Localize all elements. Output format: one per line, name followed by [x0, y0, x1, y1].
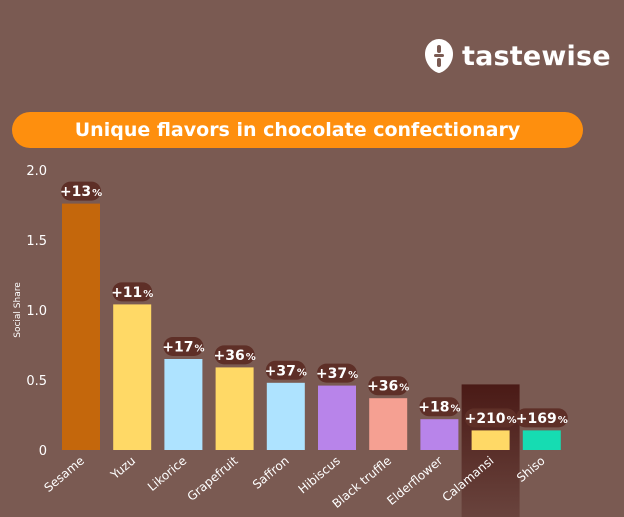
bar-black-truffle — [369, 398, 408, 450]
growth-badge-pill — [317, 363, 357, 383]
x-category-label: Yuzu — [107, 454, 138, 483]
x-category-label: Grapefruit — [185, 453, 241, 503]
growth-badge-pill — [163, 337, 204, 356]
growth-badge-label: +36% — [213, 348, 255, 364]
growth-badge-pill — [214, 345, 255, 365]
bars — [62, 203, 561, 450]
bar-sesame — [62, 203, 100, 450]
growth-badge: +169% — [515, 408, 568, 428]
bar-calamansi — [471, 430, 510, 450]
chart-title-banner: Unique flavors in chocolate confectionar… — [12, 112, 583, 148]
x-category-label: Elderflower — [384, 454, 445, 508]
y-tick-label: 1.0 — [26, 304, 47, 319]
growth-badge: +37% — [265, 360, 307, 380]
growth-badge: +37% — [316, 363, 358, 383]
bar-saffron — [266, 382, 305, 450]
bar-shiso — [522, 430, 561, 450]
y-tick-label: 0 — [39, 444, 47, 459]
bar-hibiscus — [318, 385, 356, 450]
growth-badge-label: +18% — [418, 400, 460, 416]
growth-badge-pill — [515, 408, 568, 428]
growth-badge-label: +17% — [162, 340, 204, 356]
bar-grapefruit — [215, 367, 254, 450]
growth-badge-label: +210% — [465, 411, 517, 427]
y-tick-label: 1.5 — [26, 234, 47, 249]
tastewise-logo-icon — [425, 39, 453, 73]
growth-badge-label: +37% — [265, 363, 307, 379]
growth-badge-pill — [265, 360, 306, 380]
highlight-layer — [461, 384, 520, 517]
growth-badge-label: +36% — [367, 379, 409, 395]
highlight-band — [461, 384, 520, 517]
brand-logo: tastewise — [424, 36, 611, 76]
brand-name: tastewise — [462, 40, 611, 72]
growth-badge-pill — [61, 181, 101, 201]
growth-badge: +17% — [162, 337, 205, 356]
x-category-label: Likorice — [145, 454, 189, 494]
growth-badge-pill — [464, 408, 517, 428]
y-tick-label: 0.5 — [26, 374, 47, 389]
x-category-label: Saffron — [250, 454, 292, 492]
growth-badges: +13% +11% +17% +36% +37% +37% +36% +18% +210% +16… — [60, 181, 568, 428]
x-category-label: Sesame — [41, 454, 87, 495]
growth-badge: +11% — [111, 282, 153, 302]
growth-badge-pill — [419, 397, 460, 417]
growth-badge: +18% — [418, 397, 461, 417]
growth-badge-pill — [368, 376, 409, 396]
y-axis-label: Social Share — [13, 282, 23, 338]
growth-badge: +36% — [367, 376, 409, 396]
growth-badge-pill — [112, 282, 153, 302]
growth-badge: +13% — [60, 181, 102, 201]
bar-yuzu — [113, 304, 152, 450]
bar-elderflower — [420, 419, 459, 450]
growth-badge-label: +13% — [60, 184, 102, 200]
x-category-label: Hibiscus — [296, 454, 343, 497]
growth-badge: +36% — [213, 345, 256, 365]
growth-badge: +210% — [464, 408, 517, 428]
bar-likorice — [164, 359, 203, 450]
chart-title: Unique flavors in chocolate confectionar… — [74, 119, 521, 141]
y-tick-label: 2.0 — [26, 164, 47, 179]
growth-badge-label: +169% — [516, 411, 568, 427]
growth-badge-label: +11% — [111, 285, 153, 301]
y-axis-ticks: 2.0 1.5 1.0 0.5 0 — [26, 164, 47, 459]
growth-badge-label: +37% — [316, 366, 358, 382]
